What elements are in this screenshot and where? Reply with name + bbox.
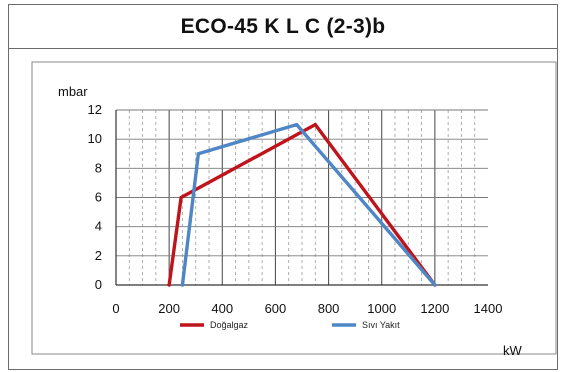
y-tick-label: 8 <box>95 160 102 175</box>
legend-label: Sıvı Yakıt <box>362 320 400 330</box>
y-tick-label: 10 <box>88 131 102 146</box>
x-tick-label: 1400 <box>474 301 503 316</box>
x-tick-label: 800 <box>318 301 340 316</box>
x-tick-label: 200 <box>158 301 180 316</box>
y-axis-label: mbar <box>58 84 88 99</box>
chart-title: ECO-45 K L C (2-3)b <box>180 14 386 38</box>
series-2-point <box>433 283 437 287</box>
grid-layer <box>116 109 488 285</box>
y-tick-label: 4 <box>95 219 102 234</box>
series-line-2 <box>180 122 437 287</box>
series-layer <box>167 122 437 287</box>
x-tick-label: 1000 <box>367 301 396 316</box>
x-axis-label: kW <box>503 343 523 358</box>
legend-label: Doğalgaz <box>210 320 249 330</box>
series-2-point <box>295 122 299 127</box>
series-2-point <box>196 152 200 156</box>
y-tick-label: 12 <box>88 102 102 117</box>
x-tick-label: 1200 <box>420 301 449 316</box>
axis-layer <box>115 110 488 286</box>
title-row: ECO-45 K L C (2-3)b <box>9 5 557 49</box>
series-1-point <box>167 283 171 287</box>
x-tick-label: 400 <box>211 301 233 316</box>
series-line-1 <box>167 122 437 287</box>
x-tick-label: 600 <box>265 301 287 316</box>
y-tick-label: 6 <box>95 190 102 205</box>
chart-area <box>31 61 557 355</box>
x-tick-label: 0 <box>112 301 119 316</box>
label-layer: 0 2 4 6 8 10 12 0 200 400 600 800 1000 1200 1400 mbar kW <box>58 84 523 358</box>
series-1-point <box>313 122 317 127</box>
y-tick-label: 0 <box>95 277 102 292</box>
series-1-point <box>179 195 183 200</box>
legend: Doğalgaz Sıvı Yakıt <box>180 320 400 330</box>
y-tick-label: 2 <box>95 248 102 263</box>
series-2-point <box>180 283 185 287</box>
